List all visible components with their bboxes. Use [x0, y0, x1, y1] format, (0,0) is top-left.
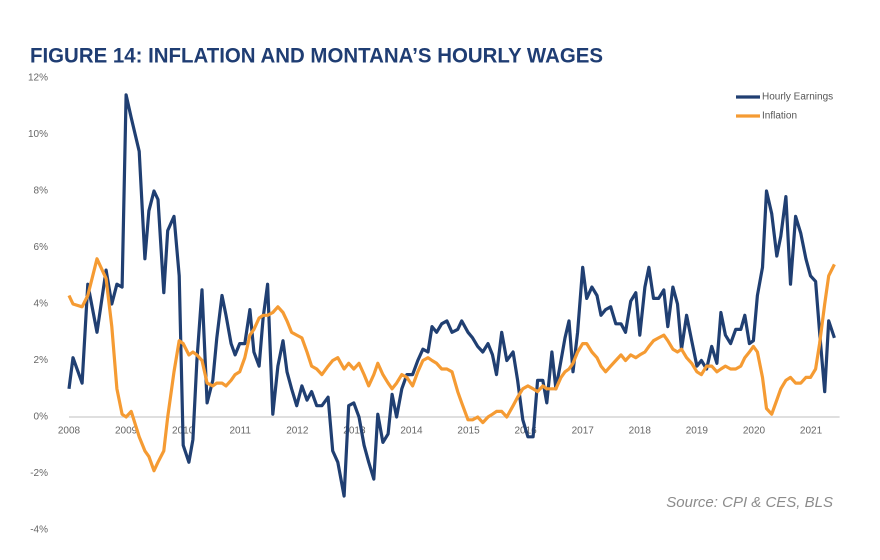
- y-tick-label: 12%: [28, 73, 48, 84]
- y-tick-label: -4%: [30, 525, 48, 536]
- x-tick-label: 2008: [58, 426, 81, 437]
- x-tick-label: 2018: [629, 426, 652, 437]
- x-tick-label: 2009: [115, 426, 138, 437]
- chart-title: FIGURE 14: INFLATION AND MONTANA’S HOURL…: [30, 45, 603, 68]
- x-tick-label: 2017: [572, 426, 595, 437]
- y-tick-label: 0%: [34, 412, 49, 423]
- y-tick-label: 2%: [34, 355, 49, 366]
- x-tick-label: 2015: [457, 426, 480, 437]
- series-line: [67, 93, 836, 498]
- x-tick-label: 2020: [743, 426, 766, 437]
- y-tick-label: -2%: [30, 468, 48, 479]
- x-tick-label: 2014: [400, 426, 423, 437]
- y-tick-label: 10%: [28, 129, 48, 140]
- legend-label: Inflation: [762, 111, 797, 122]
- legend-label: Hourly Earnings: [762, 92, 833, 103]
- series-line: [67, 257, 836, 473]
- x-tick-label: 2013: [343, 426, 366, 437]
- x-tick-label: 2021: [800, 426, 823, 437]
- x-tick-label: 2019: [686, 426, 709, 437]
- x-tick-label: 2012: [286, 426, 309, 437]
- y-tick-label: 6%: [34, 242, 49, 253]
- y-tick-label: 4%: [34, 299, 49, 310]
- source-note: Source: CPI & CES, BLS: [666, 494, 833, 511]
- y-tick-label: 8%: [34, 186, 49, 197]
- x-tick-label: 2011: [229, 426, 251, 437]
